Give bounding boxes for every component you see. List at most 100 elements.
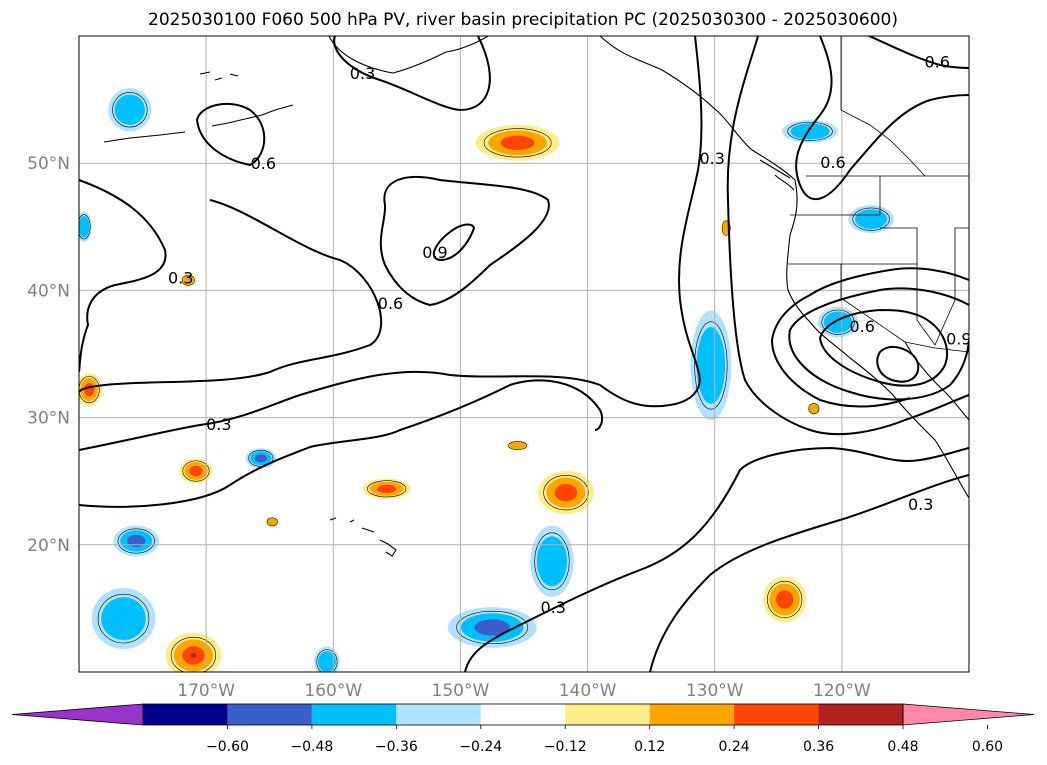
contour-label: 0.6 [820,153,845,172]
longitude-labels: 170°W 160°W 150°W 140°W 130°W 120°W [177,681,871,701]
border-alaska-canada [840,36,926,177]
coastline-aleutians [199,71,239,81]
latitude-labels: 50°N 40°N 30°N 20°N [27,154,70,556]
latitude-label: 20°N [27,536,70,556]
precip-pc-region [530,525,574,597]
coastline-vancouver-island [759,159,795,191]
colorbar-tick-label: −0.36 [375,739,418,755]
contour-0.6-east-ridge [795,36,969,201]
colorbar-tick-label: 0.12 [634,739,665,755]
longitude-label: 140°W [559,681,617,701]
precip-pc-region [245,448,277,469]
coastline-alaska [328,36,489,74]
precip-pc-region [91,588,156,650]
lat-lon-gridlines [79,36,969,672]
contour-0.6-central-loop [79,199,383,393]
precip-pc-region [79,373,102,407]
latitude-label: 40°N [27,281,70,301]
colorbar-tick-label: 0.36 [803,739,834,755]
colorbar-extend-min [11,703,144,726]
precip-pc-region [506,440,530,451]
colorbar-segment [227,704,312,725]
precip-pc-region [314,646,340,672]
contour-0.9-east-ring [818,308,948,387]
precipitation-pc-shading [79,88,894,672]
contour-0.6-aleutian-loop [195,102,266,167]
map-frame: 0.3 0.6 0.3 0.6 0.9 0.3 0.3 0.6 0.6 0.6 0.9 0.3 0.3 [78,35,971,673]
coastline-alaska-panhandle [599,36,796,181]
longitude-label: 170°W [177,681,235,701]
colorbar-tick-label: 0.60 [972,739,1003,755]
contour-label: 0.6 [378,294,403,313]
precip-pc-region [537,471,594,515]
contour-0.3-east-outer [726,36,969,436]
precip-pc-region [179,458,213,484]
contour-0.3-north-central [333,36,491,112]
coastline-north-america-west [786,179,969,499]
contour-0.3-subtropical [79,36,703,451]
contour-0.3-northwest-loop [79,179,167,373]
colorbar-segment [649,704,735,725]
contour-0.6-east-ring [788,287,969,401]
longitude-label: 150°W [432,681,490,701]
colorbar-segment [311,704,397,725]
colorbar-segment [734,704,819,725]
colorbar-segments [11,703,1035,726]
colorbar-segment [396,704,481,725]
contour-label: 0.3 [908,495,933,514]
precip-pc-region [362,478,411,500]
latitude-label: 50°N [27,154,70,174]
colorbar-segment [480,704,566,725]
border-state-ca-nv [840,264,906,343]
contour-labels: 0.3 0.6 0.3 0.6 0.9 0.3 0.3 0.6 0.6 0.6 0.9 0.3 0.3 [168,52,971,617]
contour-0.9-mid-loop [432,223,476,261]
contour-0.6-east-upper [868,36,969,69]
political-borders [788,36,969,353]
colorbar-segment [143,704,228,725]
colorbar-tick-label: −0.24 [459,739,502,755]
coastline-hawaii [329,517,397,557]
contour-label: 0.3 [350,64,375,83]
precip-pc-region [108,88,152,132]
colorbar-segment [818,704,903,725]
precip-pc-region [782,119,839,143]
precip-pc-region [475,125,560,161]
coastlines [103,36,969,557]
colorbar: −0.60 −0.48 −0.36 −0.24 −0.12 0.12 0.24 0.36 0.4… [11,703,1035,755]
contour-0.3-southern [79,379,604,508]
precip-pc-region [690,310,732,421]
figure-title: 2025030100 F060 500 hPa PV, river basin … [148,10,898,30]
latitude-label: 30°N [27,409,70,429]
contour-label: 0.6 [924,52,949,71]
contour-label: 0.3 [699,149,724,168]
contour-label: 0.9 [422,243,447,262]
longitude-label: 130°W [686,681,744,701]
map-border [78,35,970,673]
precip-pc-region [180,273,196,287]
colorbar-segment [565,704,650,725]
coastline-alaska-peninsula [103,104,294,143]
precip-pc-region [265,516,279,527]
contour-label: 0.3 [541,598,566,617]
precip-pc-region [79,211,92,243]
longitude-label: 120°W [813,681,871,701]
precip-pc-region [848,205,894,234]
contour-label: 0.6 [849,317,874,336]
colorbar-tick-label: −0.12 [544,739,587,755]
longitude-label: 160°W [304,681,362,701]
contour-label: 0.9 [946,330,971,349]
contour-label: 0.3 [206,415,231,434]
contour-label: 0.3 [168,269,193,288]
border-usa-mexico [904,341,969,353]
colorbar-outline [142,703,904,726]
colorbar-tick-label: 0.48 [887,739,918,755]
colorbar-extend-max [902,703,1035,726]
colorbar-tick-label: −0.60 [206,739,249,755]
colorbar-tick-label: 0.24 [719,739,750,755]
contour-0.3-southeast-lower [649,474,969,672]
border-state-ca-or [788,227,918,265]
border-state-nv-az [916,227,969,346]
colorbar-tick-label: −0.48 [290,739,333,755]
precip-pc-region [763,576,807,623]
